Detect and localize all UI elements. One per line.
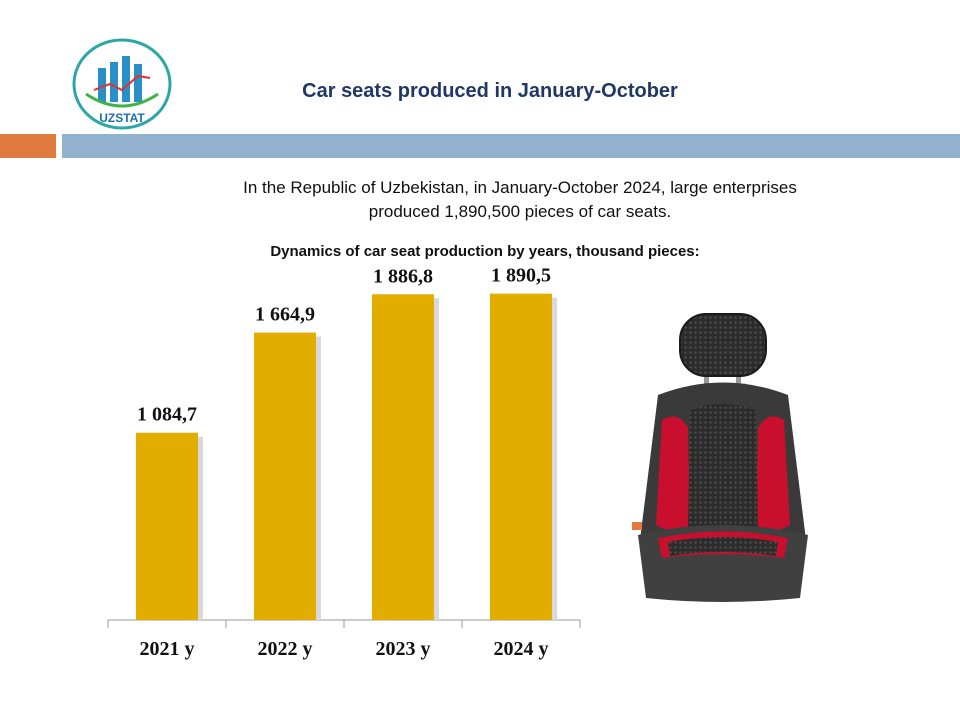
chart-title: Dynamics of car seat production by years… xyxy=(270,243,700,260)
data-label: 1 084,7 xyxy=(137,404,197,426)
car-seat-icon xyxy=(632,313,808,602)
bar xyxy=(372,294,434,620)
bar xyxy=(254,332,316,620)
intro-line-2: produced 1,890,500 pieces of car seats. xyxy=(368,202,672,221)
bar-chart: 1 084,7 2021 y 1 664,9 2022 y 1 886,8 2023 y 1… xyxy=(107,265,581,660)
x-tick-label: 2022 y xyxy=(258,638,313,660)
x-tick-label: 2023 y xyxy=(376,638,431,660)
bar xyxy=(490,293,552,620)
uzstat-logo: UZSTAT xyxy=(72,38,172,130)
header-divider-bar xyxy=(62,134,960,158)
x-tick-label: 2024 y xyxy=(494,638,549,660)
data-label: 1 886,8 xyxy=(373,265,433,287)
intro-text: In the Republic of Uzbekistan, in Januar… xyxy=(150,176,890,224)
x-tick-label: 2021 y xyxy=(140,638,195,660)
data-label: 1 890,5 xyxy=(491,265,551,287)
page-title: Car seats produced in January-October xyxy=(302,80,678,102)
header-accent-bar xyxy=(0,134,56,158)
bar xyxy=(136,432,198,620)
data-label: 1 664,9 xyxy=(255,304,315,326)
svg-text:UZSTAT: UZSTAT xyxy=(99,111,145,125)
intro-line-1: In the Republic of Uzbekistan, in Januar… xyxy=(243,178,797,197)
